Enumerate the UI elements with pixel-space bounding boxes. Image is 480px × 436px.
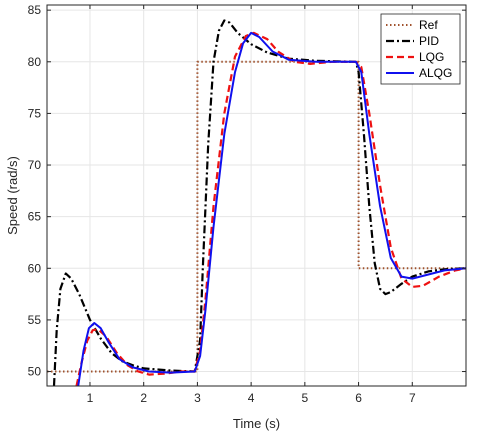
legend: Ref PID LQG ALQG [380,13,461,85]
legend-label-lqg: LQG [419,50,444,64]
series-line-lqg [75,31,466,386]
y-tick-label: 65 [28,210,42,224]
y-tick-label: 80 [28,55,42,69]
legend-label-pid: PID [419,34,439,48]
plot-frame [46,4,467,387]
series-line-alqg [77,31,466,386]
x-tick-label: 3 [194,391,201,405]
x-tick-label: 5 [302,391,309,405]
series-line-pid [52,19,466,386]
y-tick-label: 60 [28,261,42,275]
legend-label-alqg: ALQG [419,66,452,80]
legend-label-ref: Ref [419,18,438,32]
y-tick-label: 70 [28,158,42,172]
x-tick-label: 6 [355,391,362,405]
x-tick-label: 1 [87,391,94,405]
x-axis-label: Time (s) [233,416,280,431]
x-tick-label: 7 [409,391,416,405]
series-lines [47,19,466,386]
y-tick-label: 85 [28,3,42,17]
y-axis-label: Speed (rad/s) [5,156,20,235]
y-tick-label: 55 [28,313,42,327]
series-line-ref [47,60,466,373]
x-tick-label: 4 [248,391,255,405]
x-tick-label: 2 [140,391,147,405]
ticks: 1 2 3 4 5 6 7 50 55 60 65 70 75 80 85 [28,3,466,405]
y-tick-label: 50 [28,365,42,379]
y-tick-label: 75 [28,106,42,120]
